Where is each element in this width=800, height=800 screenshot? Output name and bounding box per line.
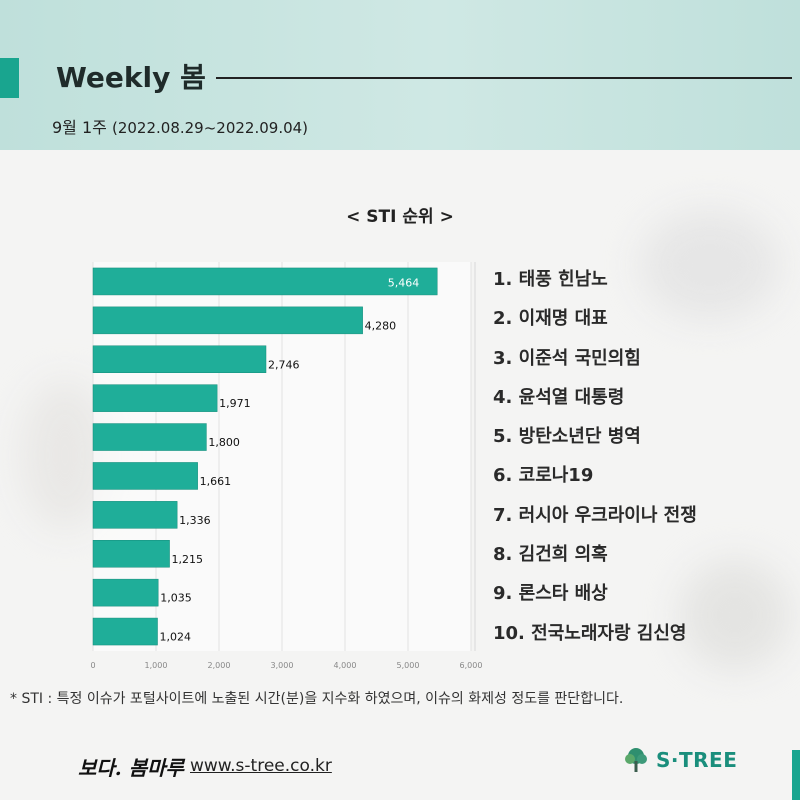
footer-accent-bar: [792, 750, 800, 800]
bar-value-label: 5,464: [388, 276, 420, 289]
ranking-item: 5. 방탄소년단 병역: [493, 426, 641, 448]
page-subtitle: 9월 1주 (2022.08.29~2022.09.04): [52, 114, 308, 138]
ranking-item: 2. 이재명 대표: [493, 308, 608, 330]
ranking-list: 1. 태풍 힌남노 2. 이재명 대표 3. 이준석 국민의힘 4. 윤석열 대통령 5…: [493, 265, 793, 658]
chart-title: < STI 순위 >: [346, 207, 454, 227]
ranking-item: 3. 이준석 국민의힘: [493, 347, 641, 369]
bar-value-label: 1,336: [179, 514, 211, 527]
ranking-item: 4. 윤석열 대통령: [493, 386, 625, 408]
x-tick-label: 0: [90, 661, 95, 670]
brand-signature: 보다. 봄마루: [78, 756, 184, 780]
x-tick-label: 4,000: [334, 661, 357, 670]
bar-value-label: 1,800: [208, 436, 240, 449]
bar: [92, 423, 207, 451]
date-range: (2022.08.29~2022.09.04): [111, 119, 309, 137]
bar: [92, 267, 438, 296]
background-decoration: [640, 210, 780, 320]
stree-logo: S·TREE: [622, 746, 737, 774]
website-link[interactable]: www.s-tree.co.kr: [190, 756, 332, 776]
bar-value-label: 4,280: [365, 319, 397, 332]
x-tick-label: 5,000: [397, 661, 420, 670]
x-tick-label: 1,000: [145, 661, 168, 670]
bar: [92, 578, 159, 607]
header-accent-bar: [0, 58, 19, 98]
bar-value-label: 1,024: [160, 631, 192, 644]
x-tick-label: 6,000: [460, 661, 483, 670]
bar-value-label: 1,661: [200, 475, 232, 488]
footnote: * STI : 특정 이슈가 포털사이트에 노출된 시간(분)을 지수화 하였으…: [10, 691, 624, 707]
x-tick-label: 2,000: [208, 661, 231, 670]
ranking-item: 1. 태풍 힌남노: [493, 269, 608, 290]
background-decoration: [680, 560, 790, 670]
bar: [92, 501, 178, 529]
title-divider: [216, 77, 792, 79]
bar: [92, 462, 198, 490]
bar: [92, 617, 158, 646]
bar-value-label: 1,035: [160, 592, 192, 605]
ranking-item: 10. 전국노래자랑 김신영: [493, 622, 687, 644]
bar-value-label: 2,746: [268, 358, 300, 371]
bar: [92, 306, 363, 335]
tree-icon: [625, 748, 647, 772]
page-title: Weekly 봄: [56, 61, 206, 94]
bar-value-label: 1,971: [219, 397, 251, 410]
ranking-item: 7. 러시아 우크라이나 전쟁: [493, 504, 697, 526]
x-tick-label: 3,000: [271, 661, 294, 670]
ranking-item: 8. 김건희 의혹: [493, 544, 608, 566]
week-label: 9월 1주: [52, 118, 107, 137]
bar: [92, 540, 170, 568]
header-band: [0, 0, 800, 150]
logo-text: S·TREE: [656, 748, 738, 772]
bar: [92, 384, 218, 412]
ranking-item: 9. 론스타 배상: [493, 583, 608, 605]
ranking-item: 6. 코로나19: [493, 465, 594, 487]
bar: [92, 345, 267, 373]
bar-value-label: 1,215: [172, 553, 204, 566]
